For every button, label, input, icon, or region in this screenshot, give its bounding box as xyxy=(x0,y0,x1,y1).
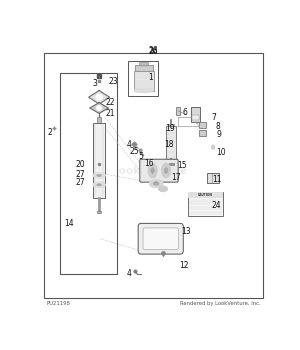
Text: 16: 16 xyxy=(144,159,154,168)
Text: 6: 6 xyxy=(183,107,188,117)
Text: 18: 18 xyxy=(164,140,174,149)
Text: 20: 20 xyxy=(76,160,85,169)
Bar xyxy=(207,173,219,183)
Ellipse shape xyxy=(164,168,168,174)
Ellipse shape xyxy=(134,147,138,150)
Ellipse shape xyxy=(134,88,154,93)
Text: 27: 27 xyxy=(76,178,85,187)
Ellipse shape xyxy=(96,105,102,111)
Ellipse shape xyxy=(93,182,106,188)
Text: 26: 26 xyxy=(149,47,159,56)
FancyBboxPatch shape xyxy=(143,228,178,250)
Text: 9: 9 xyxy=(216,131,221,140)
Bar xyxy=(135,65,153,71)
Text: 5: 5 xyxy=(139,152,143,161)
Text: 2: 2 xyxy=(48,128,53,137)
Bar xyxy=(188,191,223,198)
Text: 25: 25 xyxy=(129,147,139,156)
Bar xyxy=(199,130,206,135)
Bar xyxy=(166,126,176,159)
Polygon shape xyxy=(90,103,108,113)
Bar xyxy=(168,124,174,126)
Text: 4: 4 xyxy=(127,269,132,278)
Text: 26: 26 xyxy=(149,46,159,55)
Text: 14: 14 xyxy=(64,219,74,229)
Bar xyxy=(169,163,173,166)
Ellipse shape xyxy=(158,186,168,192)
Bar xyxy=(139,62,148,65)
Text: 17: 17 xyxy=(171,173,181,182)
Bar xyxy=(176,107,180,115)
Text: 12: 12 xyxy=(179,261,189,270)
Text: 24: 24 xyxy=(212,201,221,210)
Ellipse shape xyxy=(211,145,215,149)
Bar xyxy=(212,174,213,183)
Ellipse shape xyxy=(93,173,106,178)
Ellipse shape xyxy=(153,182,159,186)
Bar xyxy=(98,118,101,123)
Text: 10: 10 xyxy=(216,148,226,157)
Ellipse shape xyxy=(149,179,163,188)
Text: 1: 1 xyxy=(148,72,153,82)
Bar xyxy=(134,71,154,91)
Bar xyxy=(199,122,206,128)
Bar xyxy=(98,211,101,213)
Text: 19: 19 xyxy=(165,124,175,133)
Text: 22: 22 xyxy=(106,98,116,107)
Text: LookVenture: LookVenture xyxy=(112,166,186,176)
Text: 3: 3 xyxy=(92,79,97,88)
Ellipse shape xyxy=(161,163,171,178)
Bar xyxy=(93,123,105,198)
FancyBboxPatch shape xyxy=(138,223,183,254)
Text: 23: 23 xyxy=(108,77,118,86)
Text: 27: 27 xyxy=(76,169,85,178)
Text: Rendered by LookVenture, Inc.: Rendered by LookVenture, Inc. xyxy=(180,301,261,307)
Bar xyxy=(60,73,116,274)
Text: 21: 21 xyxy=(106,109,116,118)
Bar xyxy=(188,191,223,216)
Text: PU21198: PU21198 xyxy=(47,301,71,307)
Ellipse shape xyxy=(97,174,101,176)
Text: 13: 13 xyxy=(182,228,191,237)
Ellipse shape xyxy=(96,94,103,100)
Text: 11: 11 xyxy=(212,175,221,184)
Text: 8: 8 xyxy=(215,122,220,131)
Ellipse shape xyxy=(97,184,101,186)
FancyBboxPatch shape xyxy=(140,159,178,182)
Polygon shape xyxy=(89,91,110,104)
Text: 15: 15 xyxy=(177,161,187,170)
Bar xyxy=(191,107,200,121)
Text: 7: 7 xyxy=(212,113,217,122)
Ellipse shape xyxy=(151,168,154,174)
Bar xyxy=(192,115,199,120)
Text: 4: 4 xyxy=(127,140,132,149)
Text: CAUTION: CAUTION xyxy=(198,193,213,197)
Bar xyxy=(128,61,158,96)
Ellipse shape xyxy=(148,163,157,178)
